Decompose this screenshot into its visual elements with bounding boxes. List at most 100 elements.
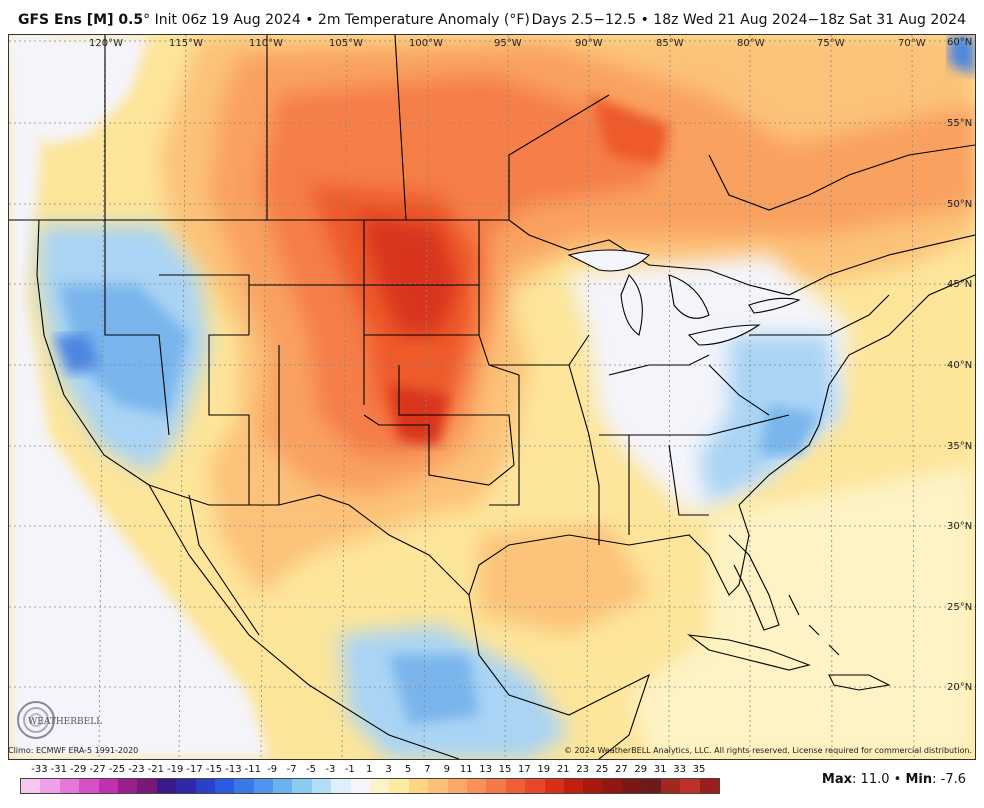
boundaries <box>9 35 975 759</box>
west-coast <box>36 219 150 486</box>
legend-swatch <box>195 779 215 793</box>
legend-label: 17 <box>518 764 531 775</box>
lon-label: 90°W <box>575 38 603 49</box>
legend-label: 3 <box>385 764 392 775</box>
max-value: 11.0 <box>860 772 890 787</box>
bullet: • <box>305 12 314 28</box>
legend-label: 13 <box>479 764 492 775</box>
legend-label: 1 <box>366 764 373 775</box>
legend-label: 11 <box>459 764 473 775</box>
legend-swatch <box>563 779 584 793</box>
legend-swatch <box>486 779 506 793</box>
legend-label: -29 <box>70 764 87 775</box>
warm-core-ontario <box>589 95 669 165</box>
warm-core-dakotas <box>359 215 459 335</box>
lon-label: 100°W <box>409 38 443 49</box>
logo-swirl-icon: WEATHERBELL <box>17 701 102 739</box>
graticule <box>9 35 975 759</box>
cool-mexico-core <box>389 655 479 725</box>
legend-label: 35 <box>692 764 706 775</box>
legend-swatch <box>292 779 312 793</box>
lat-label: 25°N <box>947 602 972 613</box>
legend-label: 7 <box>424 764 431 775</box>
legend-label: 25 <box>595 764 609 775</box>
legend-label: -3 <box>325 764 336 775</box>
legend-swatch <box>602 779 623 793</box>
legend-label: -25 <box>108 764 126 775</box>
legend-swatch <box>98 779 118 793</box>
lon-labels: 120°W 115°W 110°W 105°W 100°W 95°W 90°W … <box>89 38 926 49</box>
east-coast <box>738 274 975 506</box>
legend-swatch <box>660 779 681 793</box>
valid-range: Days 2.5−12.5 • 18z Wed 21 Aug 2024−18z … <box>531 12 966 28</box>
alaska-coast-neutral <box>9 35 149 145</box>
us-mexico-border <box>148 484 470 596</box>
legend-swatch <box>234 779 254 793</box>
legend-swatch <box>21 779 41 793</box>
legend-swatch <box>583 779 603 793</box>
legend-swatch <box>370 779 390 793</box>
lat-labels: 60°N 55°N 50°N 45°N 40°N 35°N 30°N 25°N … <box>947 37 972 693</box>
legend-swatch <box>117 779 138 793</box>
gulf-warm <box>479 525 649 635</box>
field-name: 2m Temperature Anomaly (°F) <box>317 12 530 28</box>
degree-symbol: ° <box>143 12 151 28</box>
copyright-note: © 2024 WeatherBELL Analytics, LLC. All r… <box>564 746 972 755</box>
init-time: Init 06z 19 Aug 2024 <box>154 12 301 28</box>
legend-swatch <box>525 779 545 793</box>
hudson-cool-spot <box>949 35 975 75</box>
legend-swatch <box>641 779 661 793</box>
weatherbell-logo: WEATHERBELL <box>14 698 104 744</box>
legend-label: -9 <box>267 764 278 775</box>
legend-swatch <box>408 779 429 793</box>
lon-label: 120°W <box>89 38 123 49</box>
lon-label: 70°W <box>898 38 926 49</box>
cool-east-core <box>759 405 819 455</box>
legend-label: -1 <box>344 764 355 775</box>
lon-label: 105°W <box>329 38 363 49</box>
cool-west-core <box>59 285 189 415</box>
legend-label: 5 <box>404 764 412 775</box>
legend-label: 15 <box>498 764 512 775</box>
legend-label: 23 <box>576 764 589 775</box>
legend-label: -5 <box>306 764 316 775</box>
legend-label: -17 <box>186 764 203 775</box>
min-label: Min <box>905 772 933 787</box>
legend-label: -23 <box>128 764 145 775</box>
legend-label: -15 <box>205 764 223 775</box>
anomaly-map[interactable]: 120°W 115°W 110°W 105°W 100°W 95°W 90°W … <box>8 34 976 760</box>
lon-label: 85°W <box>656 38 684 49</box>
legend-swatch <box>137 779 157 793</box>
legend-label: -11 <box>244 764 261 775</box>
color-legend: -33 -31 -29 -27 -25 -23 -21 -19 -17 -15 -13 -11 -9 -7… <box>14 764 721 804</box>
legend-label: -21 <box>147 764 164 775</box>
legend-swatch <box>389 779 409 793</box>
legend-swatch <box>699 779 720 793</box>
lat-label: 45°N <box>947 279 972 290</box>
legend-label: 19 <box>537 764 551 775</box>
legend-label: -7 <box>286 764 297 775</box>
lat-label: 55°N <box>947 118 972 129</box>
lon-label: 95°W <box>494 38 522 49</box>
us-canada-border <box>9 219 975 296</box>
legend-label: 29 <box>634 764 648 775</box>
min-value: -7.6 <box>940 772 966 787</box>
legend-label: -13 <box>225 764 242 775</box>
lat-label: 20°N <box>947 682 972 693</box>
max-label: Max <box>821 772 853 787</box>
logo-text: WEATHERBELL <box>28 717 102 727</box>
legend-label: 31 <box>653 764 667 775</box>
lat-label: 30°N <box>947 521 972 532</box>
gulf-coast <box>468 504 750 596</box>
legend-swatch <box>466 779 487 793</box>
legend-label: -19 <box>167 764 184 775</box>
climo-note: Climo: ECMWF ERA-5 1991-2020 <box>8 746 139 755</box>
legend-swatch <box>79 779 99 793</box>
header: GFS Ens [M] 0.5° Init 06z 19 Aug 2024 • … <box>0 0 984 34</box>
lat-label: 60°N <box>947 37 972 48</box>
lon-label: 80°W <box>737 38 765 49</box>
lon-label: 110°W <box>249 38 283 49</box>
lat-label: 35°N <box>947 441 972 452</box>
header-title: GFS Ens [M] 0.5° Init 06z 19 Aug 2024 • … <box>18 12 530 28</box>
legend-swatch <box>40 779 60 793</box>
